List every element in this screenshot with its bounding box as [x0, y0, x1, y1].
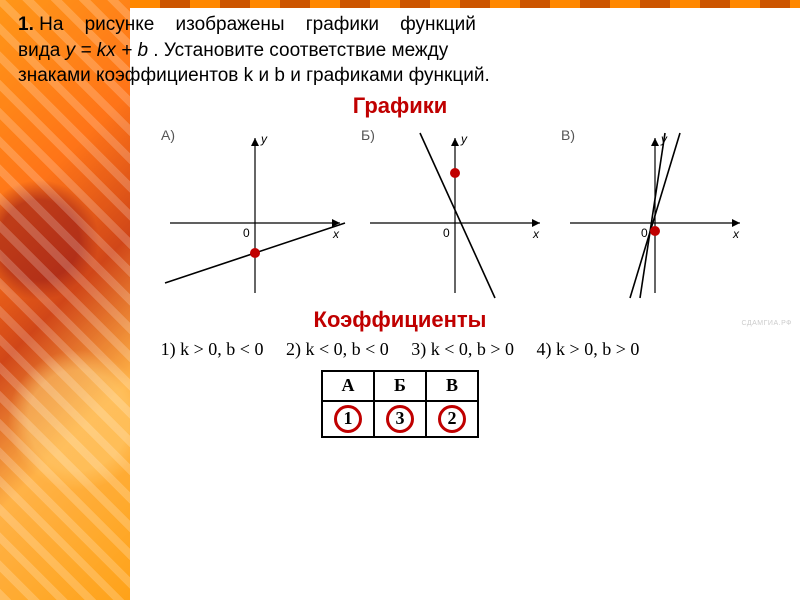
- graph-b-line: [420, 133, 495, 298]
- header-b: Б: [374, 371, 426, 401]
- graph-a: А) y x 0: [155, 123, 355, 303]
- graph-c-dot: [650, 226, 660, 236]
- graph-c-line1: [640, 133, 665, 298]
- y-axis-arrow: [251, 138, 259, 146]
- table-row: 1 3 2: [322, 401, 478, 437]
- answer-c: 2: [438, 405, 466, 433]
- graphs-row: А) y x 0 Б) y x 0: [128, 123, 782, 303]
- graph-b: Б) y x 0: [355, 123, 555, 303]
- graph-c-label: В): [561, 127, 575, 143]
- graph-b-dot: [450, 168, 460, 178]
- graph-a-label: А): [161, 127, 175, 143]
- origin-label: 0: [641, 226, 648, 240]
- answer-a: 1: [334, 405, 362, 433]
- graph-b-label: Б): [361, 127, 375, 143]
- x-label: x: [532, 227, 540, 241]
- slide-content: 1. На рисунке изображены графики функций…: [0, 0, 800, 438]
- text-fragment: рисунке: [85, 14, 155, 35]
- y-label: y: [260, 132, 268, 146]
- text-fragment: изображены: [175, 14, 284, 35]
- y-label: y: [460, 132, 468, 146]
- answer-cell-c: 2: [426, 401, 478, 437]
- x-label: x: [732, 227, 740, 241]
- answer-table: А Б В 1 3 2: [321, 370, 479, 438]
- graphs-title: Графики: [18, 93, 782, 119]
- graph-c-svg: y x 0: [555, 123, 755, 303]
- problem-statement: 1. На рисунке изображены графики функций…: [18, 12, 782, 89]
- text-fragment: вида: [18, 40, 66, 61]
- text-fragment: функций: [400, 14, 476, 35]
- coeff-option-2: 2) k < 0, b < 0: [286, 339, 389, 359]
- y-axis-arrow: [651, 138, 659, 146]
- x-axis-arrow: [732, 219, 740, 227]
- origin-label: 0: [443, 226, 450, 240]
- graph-a-dot: [250, 248, 260, 258]
- text-fragment: . Установите соответствие между: [153, 40, 448, 61]
- watermark: СДАМГИА.РФ: [742, 320, 793, 327]
- answer-b: 3: [386, 405, 414, 433]
- coefficients-list: 1) k > 0, b < 0 2) k < 0, b < 0 3) k < 0…: [18, 339, 782, 360]
- answer-cell-a: 1: [322, 401, 374, 437]
- header-a: А: [322, 371, 374, 401]
- graph-a-svg: y x 0: [155, 123, 355, 303]
- graph-b-svg: y x 0: [355, 123, 555, 303]
- coeff-option-1: 1) k > 0, b < 0: [161, 339, 264, 359]
- answer-cell-b: 3: [374, 401, 426, 437]
- text-fragment: знаками коэффициентов k и b и графиками …: [18, 65, 490, 86]
- coeff-option-3: 3) k < 0, b > 0: [411, 339, 514, 359]
- text-fragment: На: [39, 14, 63, 35]
- y-axis-arrow: [451, 138, 459, 146]
- text-fragment: графики: [306, 14, 379, 35]
- x-label: x: [332, 227, 340, 241]
- x-axis-arrow: [532, 219, 540, 227]
- coeffs-title: Коэффициенты: [18, 307, 782, 333]
- origin-label: 0: [243, 226, 250, 240]
- header-c: В: [426, 371, 478, 401]
- table-row: А Б В: [322, 371, 478, 401]
- graph-c: В) y x 0: [555, 123, 755, 303]
- problem-number: 1.: [18, 14, 34, 35]
- equation: y = kx + b: [66, 40, 148, 61]
- coeff-option-4: 4) k > 0, b > 0: [537, 339, 640, 359]
